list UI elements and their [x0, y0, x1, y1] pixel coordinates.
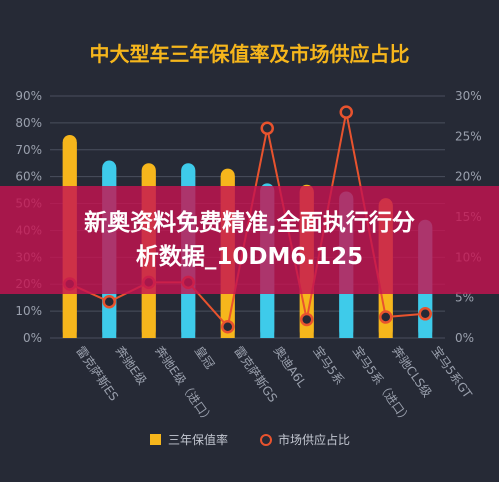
y-left-tick-label: 60%	[15, 170, 42, 184]
banner-line-2: 析数据_10DM6.125	[135, 244, 364, 270]
y-left-tick-label: 80%	[15, 116, 42, 130]
y-left-tick-label: 70%	[15, 143, 42, 157]
line-point	[260, 121, 274, 136]
banner-line-1: 新奥资料免费精准,全面执行行分	[84, 210, 415, 236]
y-right-tick-label: 5%	[455, 291, 474, 305]
y-right-tick-label: 30%	[455, 89, 482, 103]
legend-label-bar: 三年保值率	[168, 432, 228, 447]
y-right-tick-label: 25%	[455, 129, 482, 143]
x-tick-label: 奥迪A6L	[271, 344, 309, 390]
x-tick-label: 奔驰E级	[113, 344, 149, 388]
y-left-tick-label: 90%	[15, 89, 42, 103]
overlay-banner: 新奥资料免费精准,全面执行行分 析数据_10DM6.125	[0, 186, 499, 294]
legend-label-line: 市场供应占比	[278, 432, 350, 447]
line-point	[379, 310, 393, 324]
y-right-tick-label: 0%	[455, 331, 474, 345]
y-left-tick-label: 0%	[23, 331, 42, 345]
x-tick-label: 宝马5系	[310, 344, 346, 388]
legend-swatch-bar	[150, 434, 161, 445]
chart-title: 中大型车三年保值率及市场供应占比	[89, 42, 410, 66]
x-tick-label: 奔驰CLS级	[389, 344, 434, 400]
y-right-tick-label: 20%	[455, 170, 482, 184]
line-point	[300, 312, 314, 327]
x-tick-label: 宝马5系GT	[429, 344, 475, 402]
line-point	[221, 319, 235, 334]
legend-swatch-line	[260, 434, 272, 446]
y-left-tick-label: 10%	[15, 304, 42, 318]
x-tick-label: 皇冠	[192, 344, 217, 372]
line-point	[102, 294, 116, 309]
line-point	[418, 307, 432, 321]
line-point	[339, 105, 353, 119]
